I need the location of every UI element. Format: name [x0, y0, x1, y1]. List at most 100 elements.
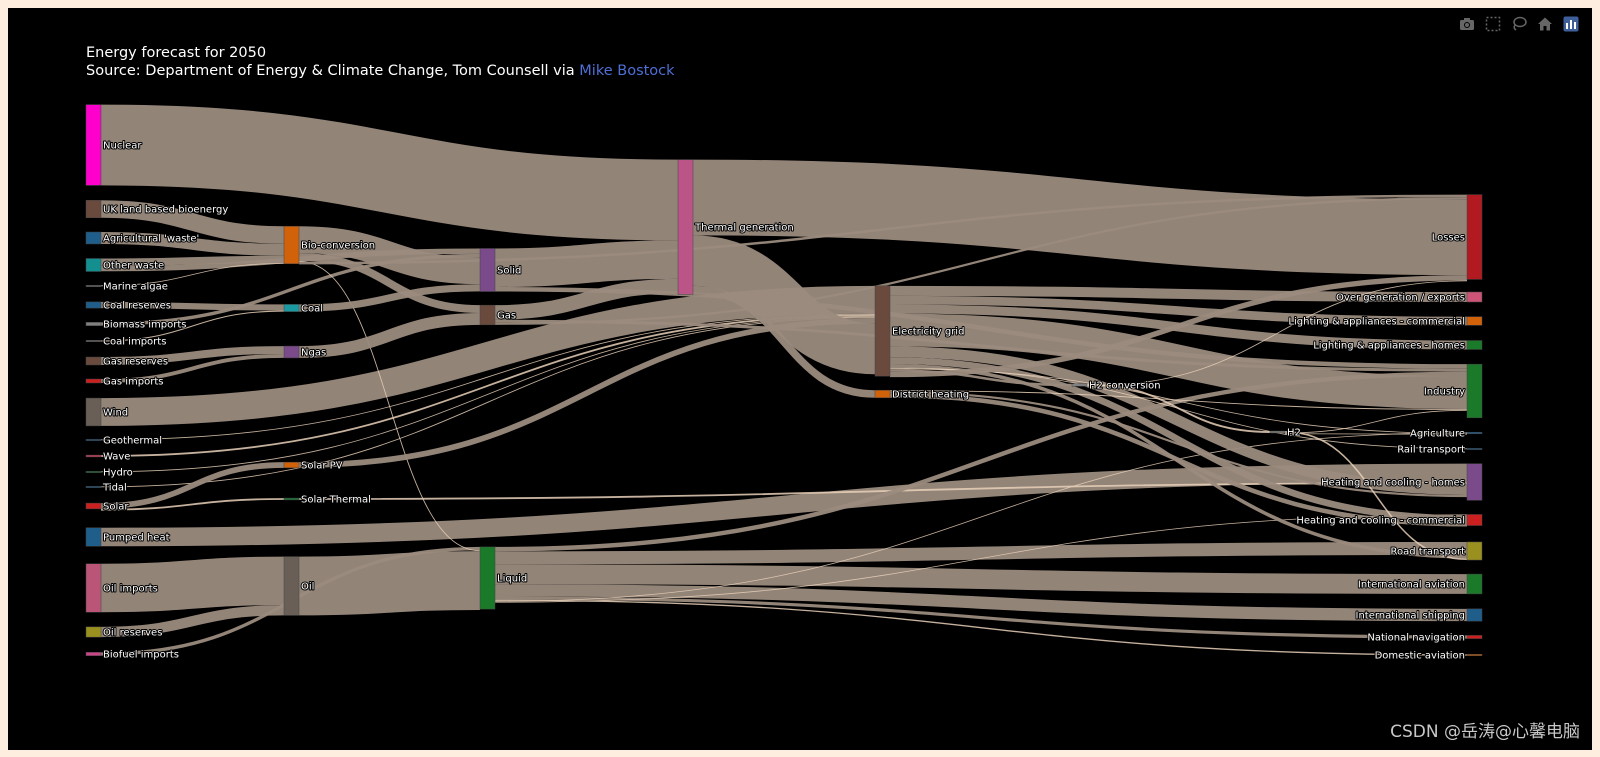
sankey-node-biofuel[interactable]: [85, 652, 102, 656]
home-icon[interactable]: [1532, 12, 1558, 36]
sankey-node-bioconv[interactable]: [283, 225, 300, 265]
sankey-link-ngas-gas[interactable]: [298, 312, 481, 358]
sankey-link-h2conv-losses[interactable]: [1086, 280, 1468, 387]
sankey-link-gasimp-ngas[interactable]: [100, 353, 285, 383]
sankey-link-h2-road[interactable]: [1284, 431, 1468, 561]
sankey-node-intship[interactable]: [1466, 608, 1483, 622]
sankey-link-bioconv-gas[interactable]: [298, 253, 481, 313]
sankey-link-grid-lightcom[interactable]: [889, 295, 1468, 326]
sankey-node-coal[interactable]: [283, 304, 300, 312]
sankey-link-grid-industry[interactable]: [889, 313, 1468, 409]
sankey-node-natnav[interactable]: [1466, 635, 1483, 639]
lasso-icon[interactable]: [1506, 12, 1532, 36]
sankey-node-gasres[interactable]: [85, 356, 102, 366]
sankey-link-solid-thermal[interactable]: [494, 240, 679, 287]
sankey-node-lighthome[interactable]: [1466, 340, 1483, 350]
sankey-link-h2-industry[interactable]: [1284, 409, 1468, 434]
sankey-link-liquid-intav[interactable]: [494, 564, 1468, 594]
plotly-logo-icon[interactable]: [1558, 12, 1584, 36]
sankey-link-marine-bioconv[interactable]: [100, 263, 285, 287]
sankey-link-grid-losses[interactable]: [889, 275, 1468, 378]
sankey-node-overgen[interactable]: [1466, 291, 1483, 303]
sankey-link-otherwaste-bioconv[interactable]: [100, 255, 285, 266]
sankey-node-hydro[interactable]: [85, 471, 102, 473]
sankey-link-bioconv-solid[interactable]: [298, 226, 481, 285]
sankey-node-otherwaste[interactable]: [85, 258, 102, 272]
sankey-node-bioimp[interactable]: [85, 322, 102, 326]
sankey-node-marine[interactable]: [85, 285, 102, 287]
sankey-node-pumped[interactable]: [85, 527, 102, 547]
sankey-link-liquid-road[interactable]: [494, 541, 1468, 565]
sankey-node-heatcom[interactable]: [1466, 514, 1483, 526]
sankey-node-tidal[interactable]: [85, 486, 102, 488]
sankey-node-oilres[interactable]: [85, 626, 102, 638]
sankey-node-h2[interactable]: [1269, 430, 1286, 434]
sankey-link-oil-liquid[interactable]: [298, 551, 481, 616]
sankey-link-agri-bioconv[interactable]: [100, 232, 285, 256]
sankey-link-liquid-natnav[interactable]: [494, 596, 1468, 639]
sankey-node-agriculture[interactable]: [1466, 431, 1483, 435]
box-select-icon[interactable]: [1480, 12, 1506, 36]
sankey-node-solar[interactable]: [85, 502, 102, 510]
sankey-node-coalimp[interactable]: [85, 340, 102, 342]
sankey-link-coalimp-coal[interactable]: [100, 310, 285, 342]
sankey-link-thermal-grid[interactable]: [691, 235, 877, 375]
sankey-node-solarpv[interactable]: [283, 461, 300, 469]
sankey-link-h2conv-h2[interactable]: [1086, 383, 1271, 433]
sankey-node-heathomes[interactable]: [1466, 463, 1483, 501]
sankey-link-oilres-oil[interactable]: [100, 605, 285, 638]
camera-icon[interactable]: [1454, 12, 1480, 36]
sankey-link-grid-h2conv[interactable]: [889, 369, 1073, 387]
sankey-node-solid[interactable]: [479, 248, 496, 292]
sankey-node-rail[interactable]: [1466, 448, 1483, 450]
sankey-node-solarth[interactable]: [283, 497, 300, 501]
sankey-node-geo[interactable]: [85, 439, 102, 441]
sankey-node-lightcom[interactable]: [1466, 316, 1483, 326]
sankey-node-oil[interactable]: [283, 556, 300, 616]
sankey-link-grid-heathomes[interactable]: [889, 346, 1468, 495]
sankey-node-intav[interactable]: [1466, 573, 1483, 595]
sankey-link-oilimp-oil[interactable]: [100, 556, 285, 613]
sankey-link-gasres-ngas[interactable]: [100, 346, 285, 365]
sankey-node-liquid[interactable]: [479, 546, 496, 610]
sankey-link-ukbio-bioconv[interactable]: [100, 200, 285, 244]
sankey-node-industry[interactable]: [1466, 363, 1483, 419]
sankey-node-agri[interactable]: [85, 231, 102, 245]
sankey-link-thermal-district[interactable]: [692, 285, 876, 398]
sankey-link-solar-solarpv[interactable]: [100, 462, 285, 509]
sankey-node-gas[interactable]: [479, 304, 496, 326]
sankey-node-district[interactable]: [874, 389, 891, 399]
sankey-node-nuclear[interactable]: [85, 104, 102, 186]
sankey-node-coalres[interactable]: [85, 301, 102, 309]
sankey-node-ukbio[interactable]: [85, 199, 102, 219]
sankey-node-h2conv[interactable]: [1071, 383, 1088, 387]
sankey-node-oilimp[interactable]: [85, 563, 102, 613]
sankey-link-wave-grid[interactable]: [100, 314, 876, 457]
sankey-link-nuclear-thermal[interactable]: [100, 104, 679, 241]
sankey-node-domav[interactable]: [1466, 654, 1483, 656]
sankey-link-gas-thermal[interactable]: [494, 278, 679, 320]
sankey-node-wind[interactable]: [85, 397, 102, 427]
sankey-link-grid-agriculture[interactable]: [889, 368, 1468, 434]
sankey-link-liquid-domav[interactable]: [494, 599, 1468, 656]
source-link[interactable]: Mike Bostock: [579, 63, 675, 79]
sankey-link-solarth-heathomes[interactable]: [298, 482, 1468, 500]
sankey-node-losses[interactable]: [1466, 194, 1483, 280]
sankey-node-gasimp[interactable]: [85, 378, 102, 384]
sankey-node-wave[interactable]: [85, 454, 102, 458]
sankey-node-ngas[interactable]: [283, 345, 300, 359]
sankey-link-coal-solid[interactable]: [298, 284, 481, 312]
sankey-node-thermal[interactable]: [677, 159, 694, 295]
sankey-link-solar-solarth[interactable]: [100, 498, 285, 511]
sankey-link-coalres-coal[interactable]: [100, 301, 285, 311]
sankey-link-district-heatcom[interactable]: [889, 393, 1468, 527]
sankey-link-geo-grid[interactable]: [100, 313, 876, 441]
sankey-node-road[interactable]: [1466, 541, 1483, 561]
sankey-link-thermal-losses[interactable]: [692, 159, 1468, 276]
sankey-node-grid[interactable]: [874, 285, 891, 377]
sankey-link-grid-overgen[interactable]: [889, 285, 1468, 303]
sankey-link-wind-grid[interactable]: [100, 285, 876, 426]
sankey-link-bioconv-liquid[interactable]: [298, 260, 481, 552]
sankey-link-district-heathomes[interactable]: [889, 391, 1468, 498]
sankey-link-district-industry[interactable]: [889, 390, 1468, 410]
